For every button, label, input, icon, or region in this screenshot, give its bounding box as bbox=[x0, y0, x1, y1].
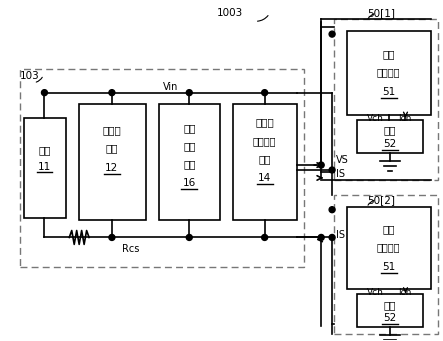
Text: 16: 16 bbox=[183, 178, 196, 188]
Text: 52: 52 bbox=[383, 139, 396, 149]
Circle shape bbox=[42, 90, 47, 95]
Circle shape bbox=[318, 162, 324, 168]
Text: Ich: Ich bbox=[399, 287, 412, 297]
Bar bbox=[357, 120, 424, 153]
Text: 电池: 电池 bbox=[383, 125, 396, 135]
Circle shape bbox=[109, 90, 115, 95]
Circle shape bbox=[329, 235, 335, 240]
Text: Vch: Vch bbox=[367, 114, 384, 123]
Text: 电路: 电路 bbox=[183, 159, 195, 169]
Text: 103: 103 bbox=[19, 71, 39, 81]
Text: 移动: 移动 bbox=[382, 224, 395, 235]
Text: 50[1]: 50[1] bbox=[367, 8, 395, 18]
Bar bbox=[357, 294, 424, 327]
Circle shape bbox=[187, 235, 192, 240]
Text: Vin: Vin bbox=[163, 82, 178, 92]
Text: 电量计: 电量计 bbox=[102, 125, 121, 135]
Bar bbox=[334, 19, 438, 180]
Text: 52: 52 bbox=[383, 313, 396, 323]
Text: 51: 51 bbox=[382, 262, 395, 272]
Text: 控制: 控制 bbox=[183, 141, 195, 151]
Circle shape bbox=[329, 31, 335, 37]
Text: 电源转换: 电源转换 bbox=[253, 136, 276, 146]
Text: Rcs: Rcs bbox=[122, 244, 140, 254]
Circle shape bbox=[329, 167, 335, 173]
Text: 转换: 转换 bbox=[183, 123, 195, 133]
Text: 电路: 电路 bbox=[105, 143, 118, 153]
Text: 移动: 移动 bbox=[382, 49, 395, 59]
Circle shape bbox=[109, 235, 115, 240]
Bar bbox=[19, 69, 304, 267]
Bar bbox=[334, 195, 438, 333]
Text: 1003: 1003 bbox=[217, 8, 243, 18]
Text: 51: 51 bbox=[382, 87, 395, 97]
Text: IS: IS bbox=[336, 169, 345, 179]
Circle shape bbox=[262, 235, 268, 240]
Text: 电池: 电池 bbox=[383, 300, 396, 310]
Text: Vch: Vch bbox=[367, 287, 384, 297]
Text: 切换式: 切换式 bbox=[255, 117, 274, 128]
Text: 11: 11 bbox=[38, 162, 51, 172]
Text: 14: 14 bbox=[258, 173, 271, 183]
Bar bbox=[233, 104, 297, 220]
Bar bbox=[347, 207, 431, 289]
Text: 充电电路: 充电电路 bbox=[377, 67, 400, 77]
Bar bbox=[159, 104, 220, 220]
Text: Ich: Ich bbox=[399, 114, 412, 123]
Text: 12: 12 bbox=[105, 163, 119, 173]
Text: IS: IS bbox=[336, 231, 345, 240]
Bar bbox=[79, 104, 146, 220]
Bar bbox=[23, 118, 66, 218]
Bar bbox=[347, 31, 431, 116]
Text: 电池: 电池 bbox=[38, 145, 51, 155]
Text: 充电电路: 充电电路 bbox=[377, 242, 400, 252]
Text: 50[2]: 50[2] bbox=[367, 195, 395, 205]
Circle shape bbox=[262, 90, 268, 95]
Text: 电路: 电路 bbox=[258, 154, 271, 164]
Circle shape bbox=[318, 235, 324, 240]
Text: VS: VS bbox=[336, 155, 349, 165]
Circle shape bbox=[329, 207, 335, 213]
Circle shape bbox=[187, 90, 192, 95]
